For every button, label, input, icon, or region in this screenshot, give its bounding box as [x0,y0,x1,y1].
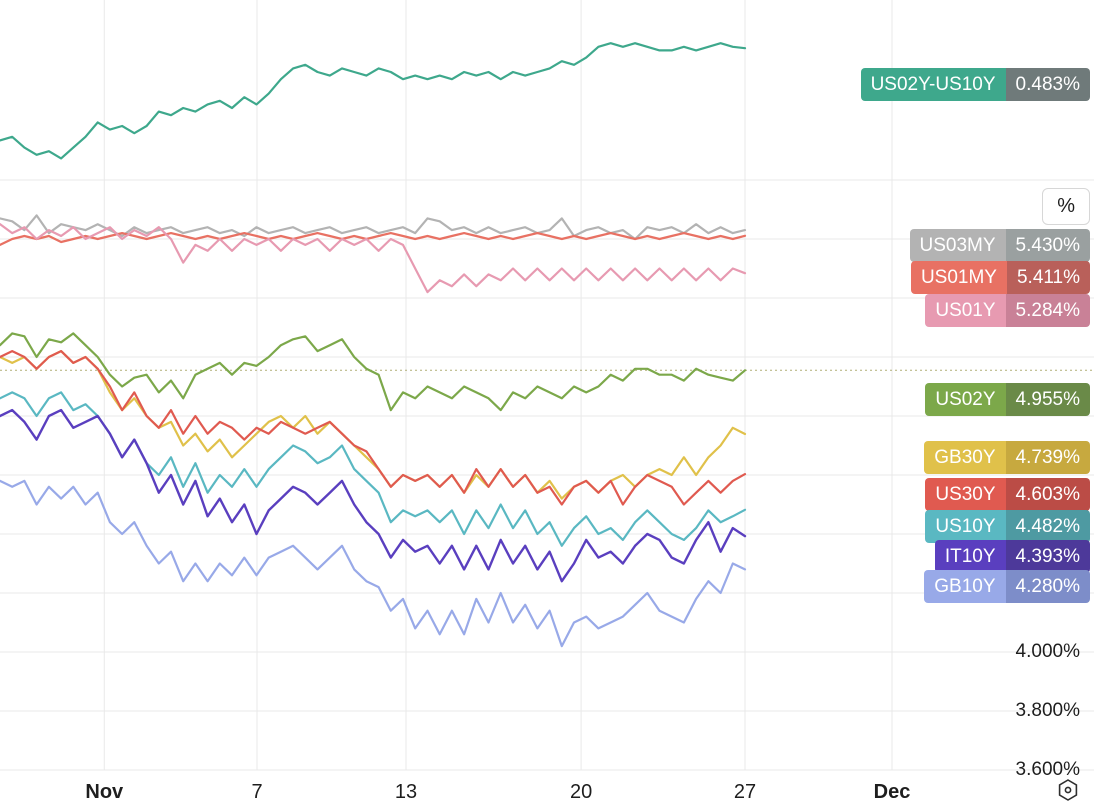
x-axis-tick-label: 13 [395,781,417,804]
yield-chart-root: % 3.600%3.800%4.000%4.200%5.200%US02Y-US… [0,0,1094,810]
chart-svg [0,0,1094,810]
series-it10y[interactable] [0,410,745,581]
x-axis-tick-label: 20 [570,781,592,804]
y-axis-tick-label: 3.800% [1016,700,1080,722]
series-spread[interactable] [0,43,745,158]
y-axis-tick-label: 4.000% [1016,641,1080,663]
y-axis-tick-label: 4.200% [1016,582,1080,604]
x-axis-tick-label: 27 [734,781,756,804]
unit-label: % [1057,195,1075,217]
series-us01y[interactable] [0,224,745,292]
x-axis-tick-label: 7 [251,781,262,804]
series-gb10y[interactable] [0,481,745,646]
series-us30y[interactable] [0,351,745,504]
series-us02y[interactable] [0,333,745,410]
x-axis-tick-label: Dec [874,781,911,804]
y-axis-tick-label: 3.600% [1016,759,1080,781]
series-gb30y[interactable] [0,351,745,499]
y-axis-tick-label: 5.200% [1016,287,1080,309]
unit-selector[interactable]: % [1042,188,1090,225]
gear-icon[interactable] [1056,778,1080,802]
x-axis-tick-label: Nov [85,781,123,804]
